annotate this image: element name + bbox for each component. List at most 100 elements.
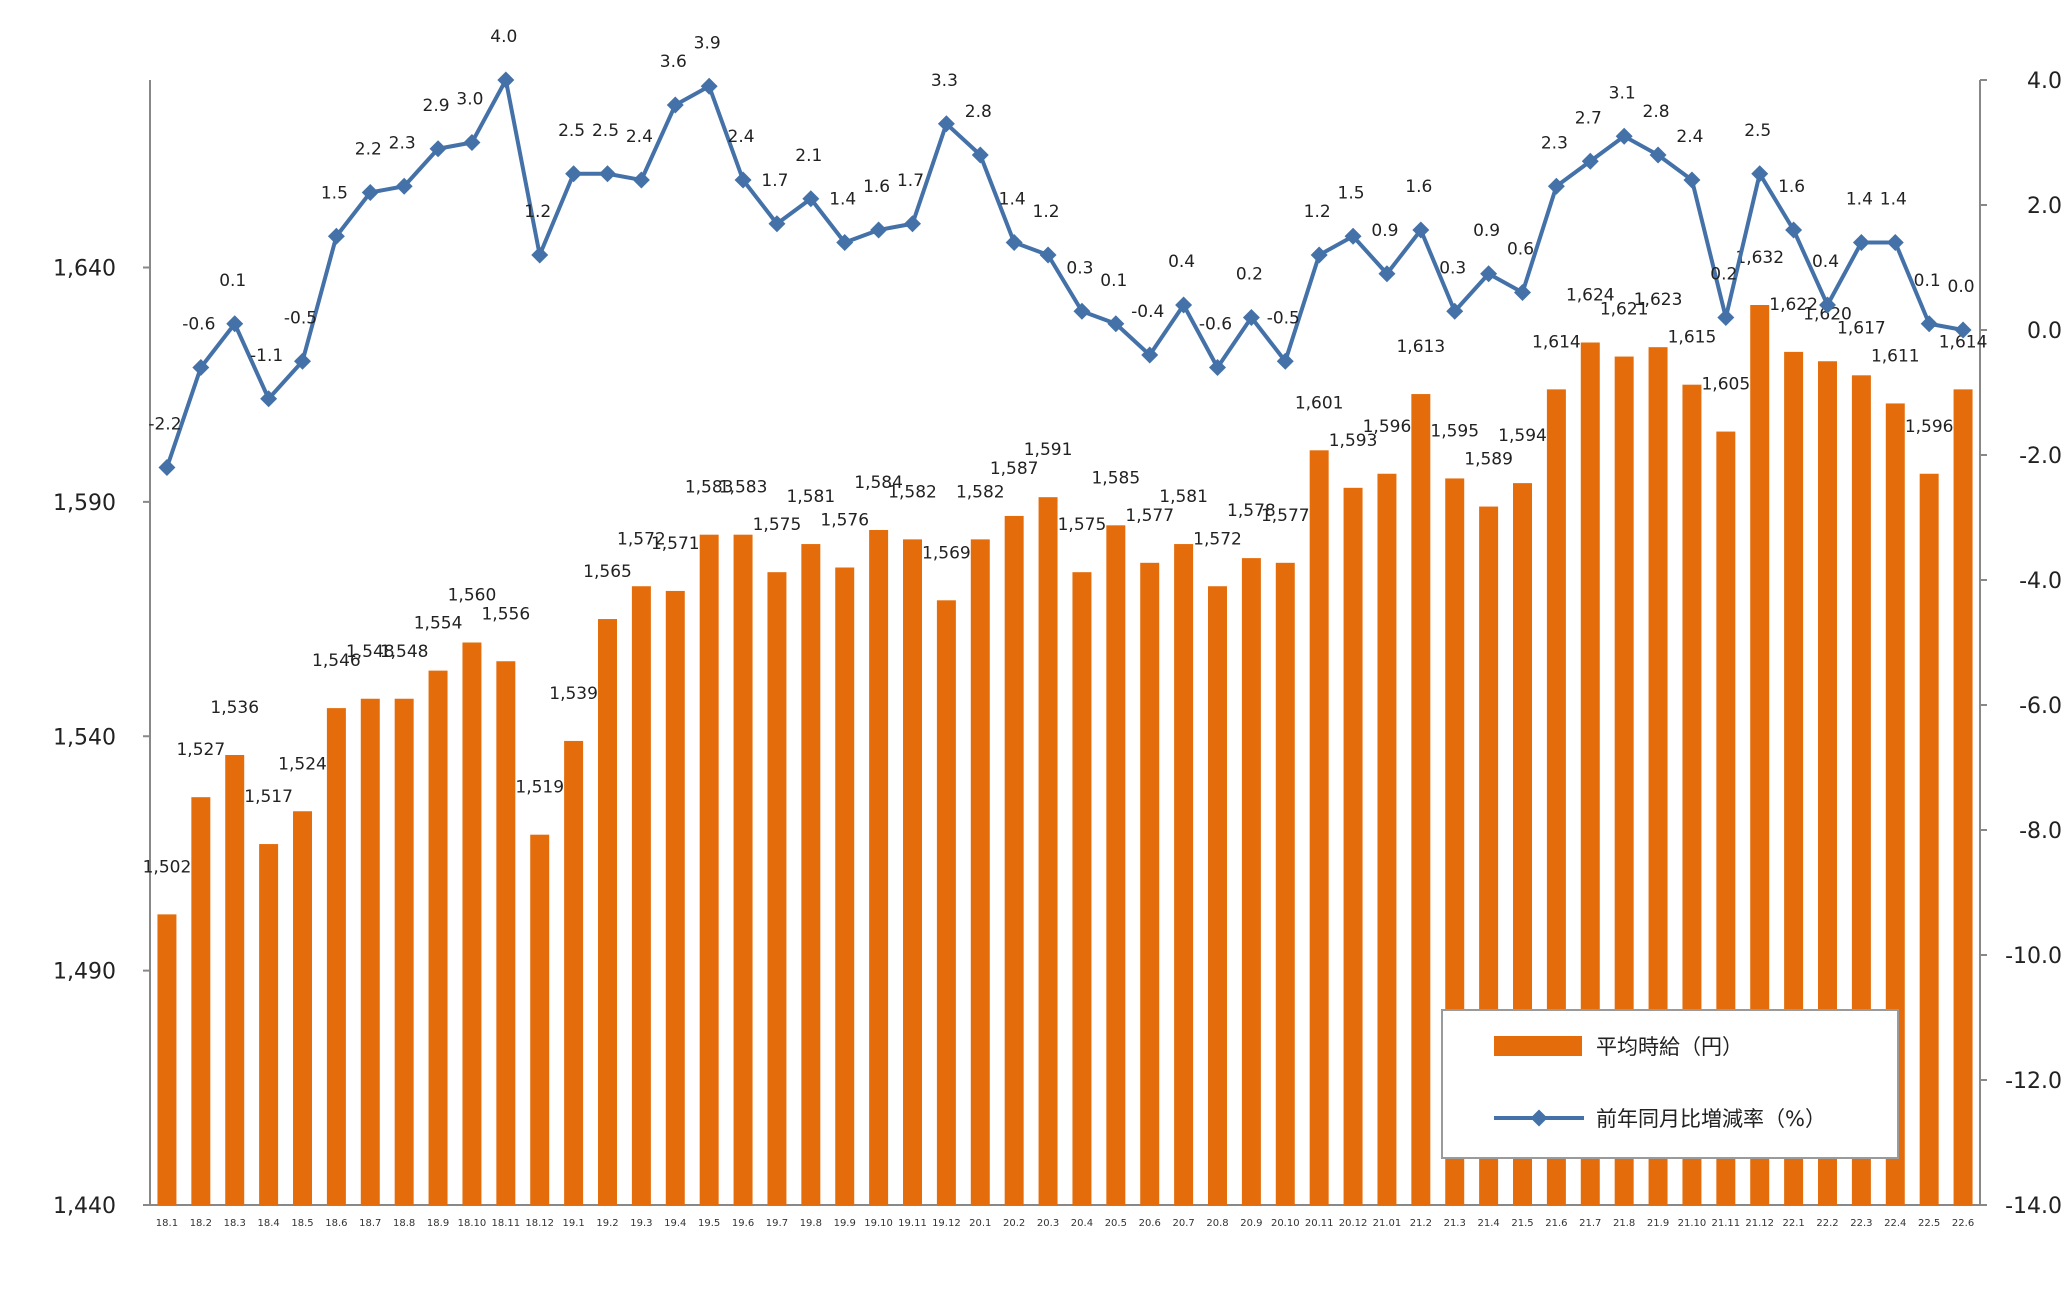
right-axis-tick-label: 2.0 <box>2027 194 2062 219</box>
x-tick-label: 20.1 <box>969 1218 991 1229</box>
line-point <box>327 227 345 245</box>
bar-label: 1,611 <box>1871 346 1920 366</box>
bar-label: 1,582 <box>888 482 937 502</box>
bar <box>936 600 956 1205</box>
x-tick-label: 21.4 <box>1477 1218 1499 1229</box>
bar-label: 1,575 <box>1058 515 1107 535</box>
line-label: 1.6 <box>1405 177 1432 197</box>
x-tick-label: 21.12 <box>1745 1218 1774 1229</box>
bar <box>360 698 380 1205</box>
bar-label: 1,624 <box>1566 286 1615 306</box>
x-axis-ticks: 18.1 18.2 18.3 18.4 18.5 18.6 18.7 18.8 18.9 18.1… <box>156 1218 1974 1229</box>
bar-label: 1,571 <box>651 534 700 554</box>
bar <box>1885 403 1905 1205</box>
bar-label: 1,583 <box>719 478 768 498</box>
bar <box>1851 375 1871 1205</box>
bar-label: 1,581 <box>786 487 835 507</box>
bar-label: 1,615 <box>1668 328 1717 348</box>
line-label: 0.6 <box>1507 240 1534 260</box>
line-point <box>158 459 176 476</box>
line-point <box>192 359 210 376</box>
line-label: -0.6 <box>182 315 215 335</box>
right-axis-tick-label: -2.0 <box>2019 444 2062 469</box>
bar <box>1614 356 1634 1205</box>
x-tick-label: 20.8 <box>1206 1218 1228 1229</box>
right-axis-tick-label: -4.0 <box>2019 569 2062 594</box>
line-label: 1.7 <box>761 171 788 191</box>
x-tick-label: 21.2 <box>1410 1218 1432 1229</box>
line-point <box>463 134 481 151</box>
x-tick-label: 19.8 <box>800 1218 822 1229</box>
line-label: 2.5 <box>558 121 585 141</box>
bar <box>326 708 346 1205</box>
bar-label: 1,578 <box>1227 501 1276 521</box>
x-tick-label: 21.7 <box>1579 1218 1601 1229</box>
bar <box>428 670 448 1205</box>
bar <box>394 698 414 1205</box>
bar <box>1750 305 1770 1205</box>
x-tick-label: 19.9 <box>834 1218 856 1229</box>
line-label: 2.5 <box>1744 121 1771 141</box>
bar <box>564 740 584 1205</box>
bar <box>699 534 719 1205</box>
bar-label: 1,536 <box>210 698 259 718</box>
line-label: 1.4 <box>829 190 856 210</box>
x-tick-label: 21.11 <box>1712 1218 1741 1229</box>
bar-label: 1,565 <box>583 562 632 582</box>
line-point <box>1886 234 1904 251</box>
line-label: -2.2 <box>148 415 181 435</box>
line-point <box>734 171 752 189</box>
line-point <box>361 184 379 201</box>
line-label: 2.8 <box>1643 102 1670 122</box>
line-label: 1.7 <box>897 171 924 191</box>
bar <box>462 642 482 1205</box>
line-label: 3.3 <box>931 71 958 91</box>
line-label: 4.0 <box>490 27 517 47</box>
line-label: 1.2 <box>1033 202 1060 222</box>
x-tick-label: 19.12 <box>932 1218 961 1229</box>
bar <box>225 755 245 1205</box>
bar-label: 1,519 <box>515 778 564 798</box>
bar-label: 1,632 <box>1735 248 1784 268</box>
bar-label: 1,539 <box>549 684 598 704</box>
line-label: 1.5 <box>321 183 348 203</box>
line-point <box>1310 246 1328 264</box>
bar <box>1784 351 1804 1205</box>
x-tick-label: 22.5 <box>1918 1218 1940 1229</box>
bar <box>1953 389 1973 1205</box>
bar-label: 1,556 <box>481 604 530 624</box>
x-tick-label: 22.1 <box>1782 1218 1804 1229</box>
line-point <box>226 315 244 333</box>
legend-line-marker <box>1530 1109 1548 1127</box>
bar <box>191 797 211 1205</box>
right-axis-tick-label: -6.0 <box>2019 694 2062 719</box>
line-point <box>1852 234 1870 251</box>
x-tick-label: 19.4 <box>664 1218 686 1229</box>
x-tick-label: 19.2 <box>596 1218 618 1229</box>
x-tick-label: 20.10 <box>1271 1218 1300 1229</box>
bar <box>631 586 651 1205</box>
line-point <box>971 146 989 164</box>
line-label: 0.4 <box>1812 252 1839 272</box>
bar-label: 1,581 <box>1159 487 1208 507</box>
bar-label: 1,502 <box>143 857 192 877</box>
right-axis: 4.0 2.0 0.0 -2.0 -4.0 -6.0 -8.0 -10.0 -12.0 -14.0 <box>1979 69 2062 1219</box>
line-label: 0.0 <box>1948 277 1975 297</box>
bar-label: 1,582 <box>956 482 1005 502</box>
line-label: 3.0 <box>456 90 483 110</box>
bar <box>1411 394 1431 1205</box>
x-tick-label: 22.3 <box>1850 1218 1872 1229</box>
bar <box>1208 586 1227 1205</box>
bar-label: 1,583 <box>685 478 734 498</box>
bar <box>1174 544 1194 1205</box>
bar-label: 1,585 <box>1091 468 1140 488</box>
x-tick-label: 22.6 <box>1952 1218 1974 1229</box>
right-axis-tick-label: 4.0 <box>2027 69 2062 94</box>
x-tick-label: 19.7 <box>766 1218 788 1229</box>
bar-labels: 1,5021,5271,5361,5171,5241,5461,5481,548… <box>143 248 1988 877</box>
line-point <box>1073 302 1091 320</box>
bar <box>1309 450 1329 1205</box>
line-label: -0.5 <box>284 308 317 328</box>
bar <box>970 539 990 1205</box>
line-label: 0.2 <box>1710 265 1737 285</box>
